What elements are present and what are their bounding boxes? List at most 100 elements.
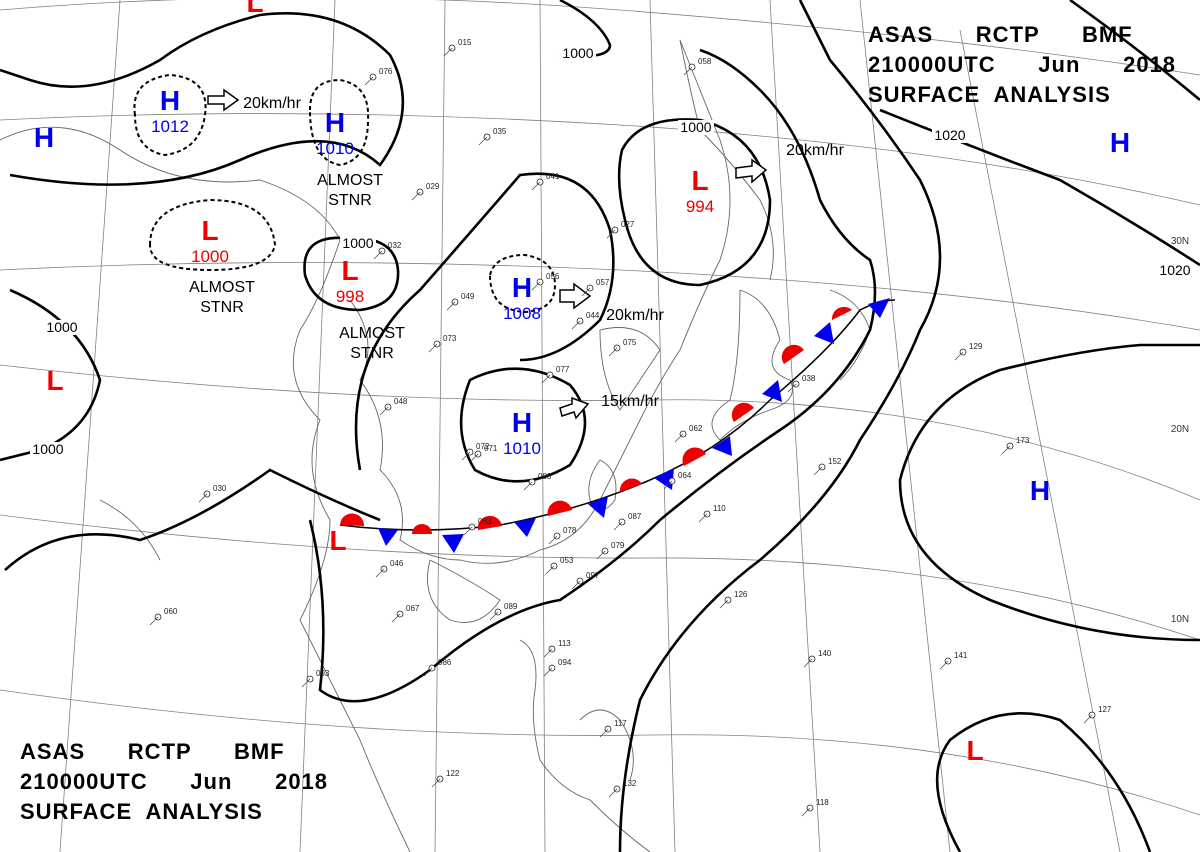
- low-pressure-center: L: [329, 525, 346, 556]
- pressure-value: 1010: [503, 439, 541, 458]
- station-plot: 127: [1083, 705, 1112, 724]
- low-pressure-center: L: [46, 365, 63, 396]
- station-pressure-reading: 063: [478, 517, 492, 526]
- pressure-letter: H: [1030, 475, 1050, 506]
- station-plot: 044: [571, 311, 600, 330]
- wind-barb-icon: [683, 66, 693, 76]
- wind-barb-icon: [478, 136, 488, 146]
- wind-barb-icon: [698, 513, 708, 523]
- station-pressure-reading: 079: [611, 541, 625, 550]
- station-plot: 049: [446, 292, 475, 311]
- station-pressure-reading: 080: [538, 472, 552, 481]
- isobar-label: 1000: [46, 319, 77, 335]
- wind-barb-icon: [571, 580, 581, 590]
- wind-barb-icon: [939, 660, 949, 670]
- chart-header: ASAS RCTP BMF 210000UTC Jun 2018 SURFACE…: [868, 20, 1176, 110]
- wind-barb-icon: [411, 191, 421, 201]
- low-pressure-center: L: [246, 0, 263, 18]
- header-line-3: SURFACE ANALYSIS: [868, 82, 1111, 107]
- stationary-note: ALMOST STNR: [317, 172, 383, 209]
- high-pressure-center: H: [1030, 475, 1050, 506]
- wind-barb-icon: [606, 229, 616, 239]
- station-pressure-reading: 030: [213, 484, 227, 493]
- pressure-letter: L: [691, 165, 708, 196]
- station-plot: 056: [531, 272, 560, 291]
- wind-barb-icon: [469, 453, 479, 463]
- station-plot: 075: [608, 338, 637, 357]
- station-plot: 077: [541, 365, 570, 384]
- pressure-letter: H: [512, 272, 532, 303]
- wind-barb-icon: [431, 778, 441, 788]
- wind-barb-icon: [608, 347, 618, 357]
- low-pressure-center: L: [966, 735, 983, 766]
- station-plot: 057: [581, 278, 610, 297]
- station-pressure-reading: 041: [546, 172, 560, 181]
- wind-barb-icon: [461, 451, 471, 461]
- station-plot: 067: [391, 604, 420, 623]
- motion-speed-label: 15km/hr: [601, 393, 659, 410]
- header-line-1: ASAS RCTP BMF: [868, 22, 1133, 47]
- high-pressure-center: H: [34, 122, 54, 153]
- station-plots: 015 076 035 029 032 027 041 057 044 075 077 062 064 0…: [149, 38, 1112, 817]
- footer-line-2: 210000UTC Jun 2018: [20, 769, 329, 794]
- wind-barb-icon: [545, 565, 555, 575]
- motion-arrow-icon: [207, 88, 240, 112]
- pressure-letter: L: [246, 0, 263, 18]
- station-plot: 122: [431, 769, 460, 788]
- wind-barb-icon: [301, 678, 311, 688]
- wind-barb-icon: [954, 351, 964, 361]
- station-plot: 126: [719, 590, 748, 609]
- wind-barb-icon: [813, 466, 823, 476]
- station-pressure-reading: 113: [558, 639, 571, 648]
- station-plot: 041: [531, 172, 560, 191]
- isobar-label: 1000: [342, 235, 373, 251]
- station-pressure-reading: 173: [1016, 436, 1030, 445]
- pressure-value: 1010: [316, 139, 354, 158]
- station-pressure-reading: 127: [1098, 705, 1112, 714]
- station-pressure-reading: 077: [556, 365, 570, 374]
- latitude-label: 20N: [1171, 424, 1189, 435]
- station-pressure-reading: 073: [443, 334, 457, 343]
- wind-barb-icon: [423, 667, 433, 677]
- wind-barb-icon: [391, 613, 401, 623]
- coastlines: [0, 39, 871, 852]
- pressure-value: 1008: [503, 304, 541, 323]
- station-plot: 110: [698, 504, 726, 523]
- station-pressure-reading: 015: [458, 38, 472, 47]
- wind-barb-icon: [543, 648, 553, 658]
- station-pressure-reading: 089: [504, 602, 518, 611]
- station-plot: 173: [1001, 436, 1030, 455]
- station-plot: 086: [423, 658, 452, 677]
- wind-barb-icon: [571, 320, 581, 330]
- station-plot: 071: [469, 444, 498, 463]
- pressure-letter: L: [966, 735, 983, 766]
- station-plot: 053: [545, 556, 574, 575]
- station-pressure-reading: 053: [560, 556, 574, 565]
- pressure-letter: L: [201, 215, 218, 246]
- pressure-letter: H: [512, 407, 532, 438]
- wind-barb-icon: [531, 181, 541, 191]
- station-plot: 080: [523, 472, 552, 491]
- isobar-label-bg: [44, 320, 80, 335]
- station-pressure-reading: 072: [476, 442, 490, 451]
- high-pressure-center: H: [1110, 127, 1130, 158]
- station-plot: 029: [411, 182, 440, 201]
- station-pressure-reading: 078: [563, 526, 577, 535]
- station-pressure-reading: 140: [818, 649, 832, 658]
- latitude-label: 10N: [1171, 614, 1189, 625]
- station-plot: 141: [939, 651, 968, 670]
- pressure-value: 1012: [151, 117, 189, 136]
- wind-barb-icon: [608, 788, 618, 798]
- motion-speed-label: 20km/hr: [786, 142, 844, 159]
- wind-barb-icon: [599, 728, 609, 738]
- wind-barb-icon: [581, 287, 591, 297]
- cold-front-triangles: [378, 298, 890, 553]
- wind-barb-icon: [463, 526, 473, 536]
- wind-barb-icon: [1083, 714, 1093, 724]
